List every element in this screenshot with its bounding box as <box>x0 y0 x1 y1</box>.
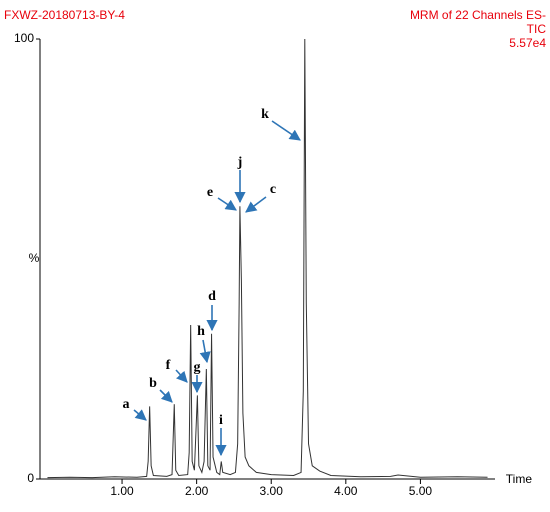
channel-info: 5.57e4 <box>509 36 546 50</box>
peak-label: i <box>219 413 223 428</box>
peak-label: f <box>166 358 171 373</box>
trace <box>47 38 488 479</box>
y-tick-label: 100 <box>14 31 34 45</box>
x-tick-label: 4.00 <box>334 484 358 498</box>
peak-arrow <box>159 389 173 403</box>
peak-label: h <box>197 324 205 339</box>
y-axis-label: % <box>29 251 40 265</box>
peak-label: b <box>149 376 157 391</box>
x-tick-label: 5.00 <box>409 484 433 498</box>
peak-label: a <box>123 397 130 412</box>
x-tick-label: 3.00 <box>260 484 284 498</box>
peak-arrow <box>217 197 237 211</box>
peak-label: d <box>208 289 216 304</box>
peak-arrow <box>175 369 188 383</box>
peak-arrow <box>199 339 211 364</box>
chart-title: FXWZ-20180713-BY-4 <box>4 8 125 22</box>
x-tick-label: 2.00 <box>185 484 209 498</box>
peak-arrow <box>133 409 147 421</box>
y-tick-label: 0 <box>27 471 34 485</box>
channel-info: MRM of 22 Channels ES- <box>410 8 546 22</box>
peak-label: c <box>270 182 276 197</box>
peak-label: g <box>194 360 201 375</box>
peak-arrow <box>245 196 267 213</box>
peak-label: k <box>261 107 269 122</box>
x-axis-label: Time <box>506 472 533 486</box>
peak-label: j <box>237 155 243 170</box>
peak-arrow <box>271 120 301 141</box>
peak-label: e <box>207 185 213 200</box>
channel-info: TIC <box>527 22 547 36</box>
x-tick-label: 1.00 <box>110 484 134 498</box>
